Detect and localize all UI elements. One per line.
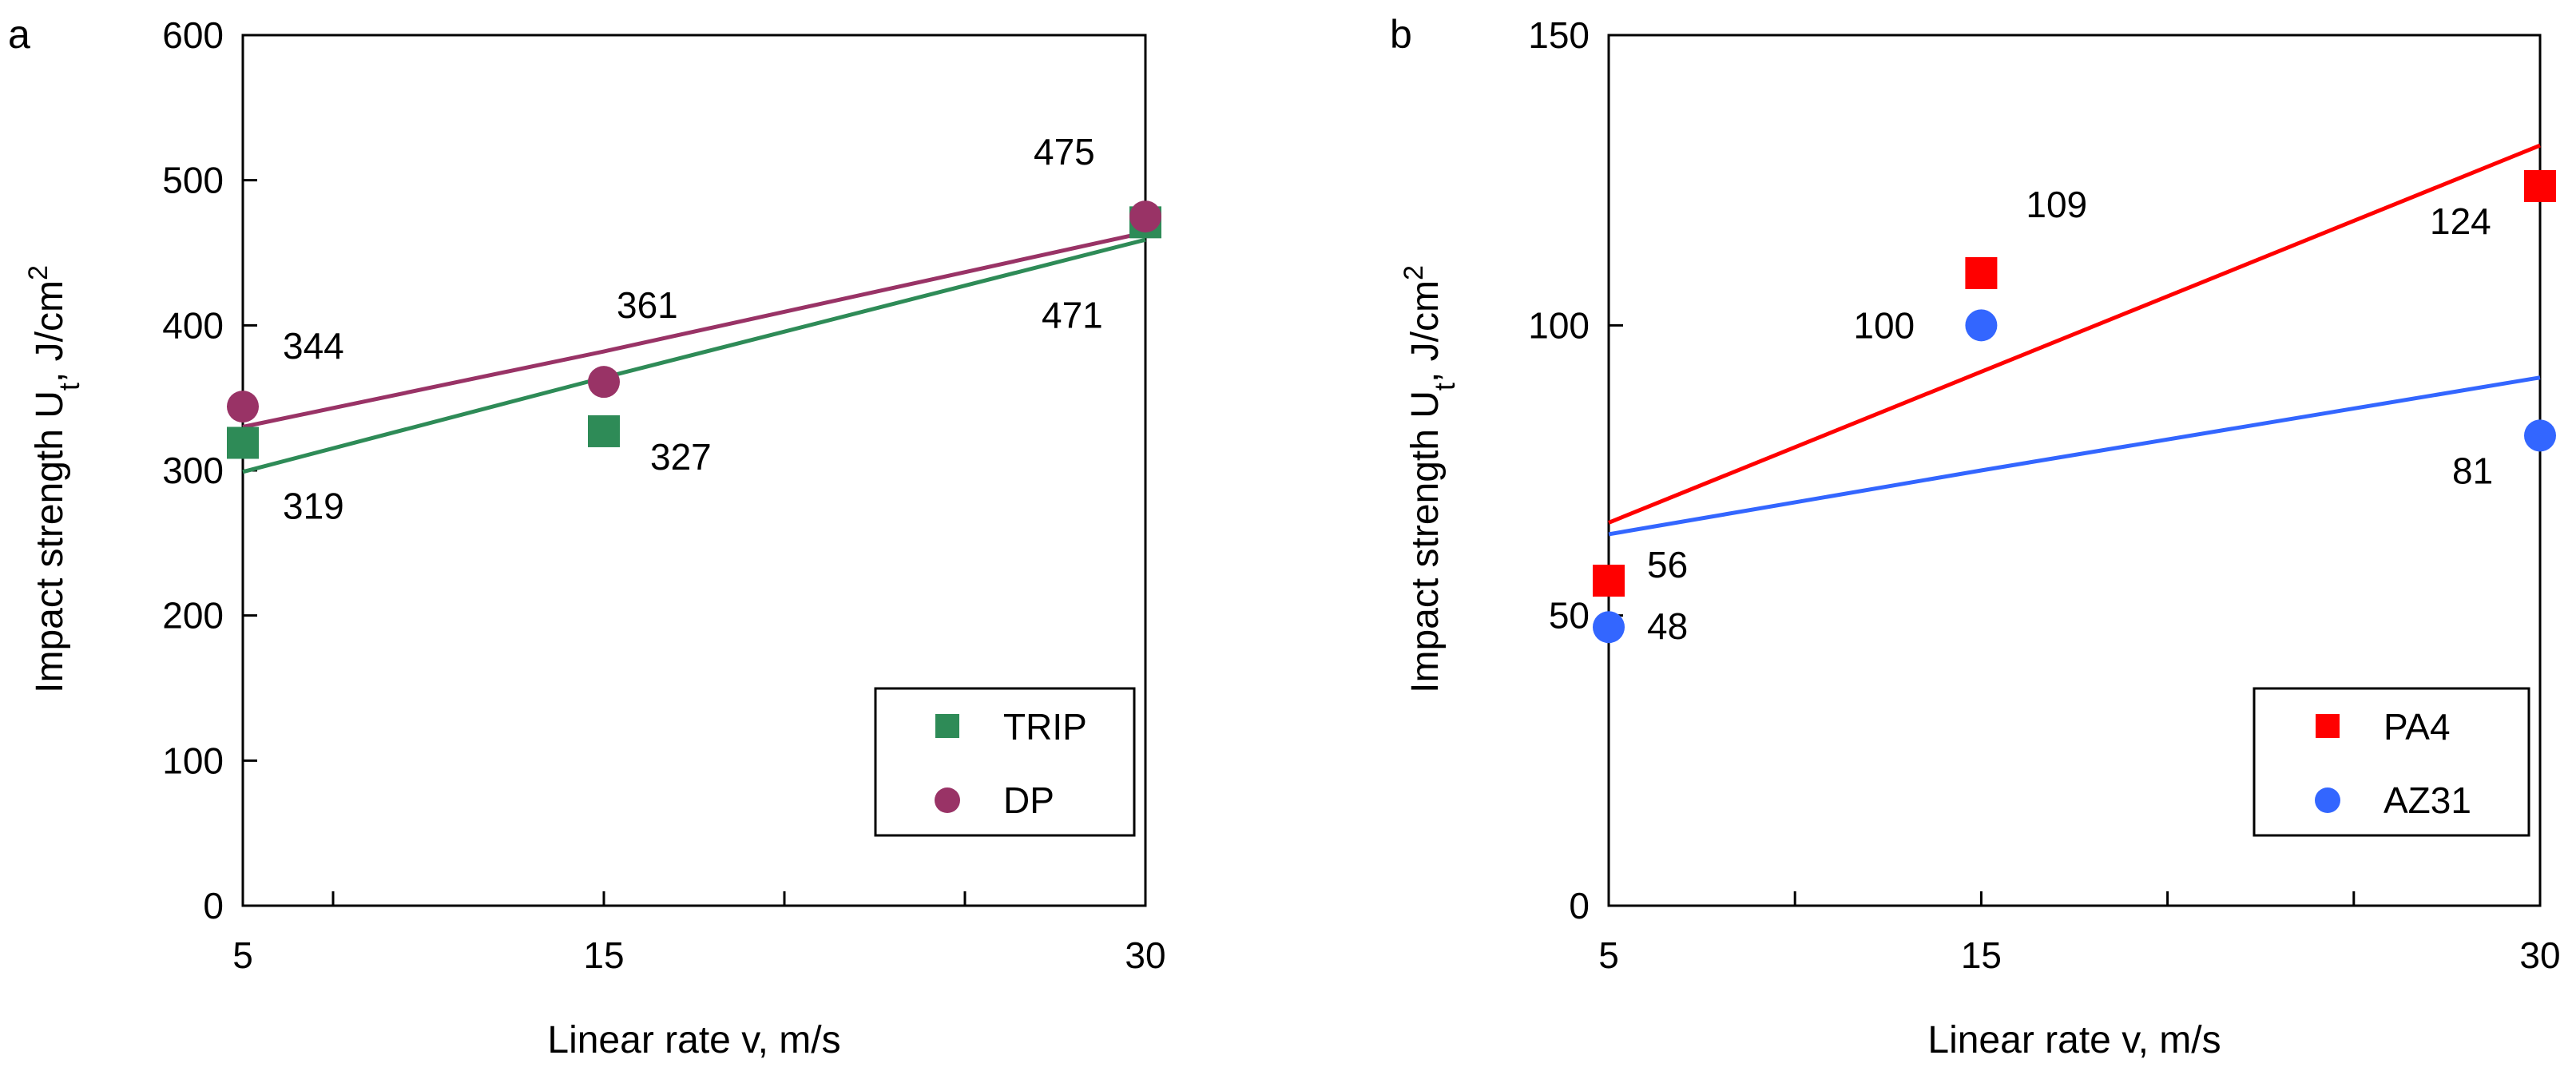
panel-a-legend-box	[874, 687, 1136, 837]
panel-a-y-tick-label: 100	[162, 740, 224, 781]
panel-b-y-tick-label: 0	[1569, 885, 1590, 926]
panel-b-y-tick-label: 50	[1549, 595, 1590, 637]
legend-pa4-label: PA4	[2383, 706, 2451, 748]
panel-a-trip-data-label: 319	[283, 485, 344, 526]
panel-b-az31-point	[1965, 309, 1998, 342]
panel-a-x-tick-label: 15	[583, 934, 624, 976]
panel-a-trip-data-label: 471	[1042, 294, 1103, 335]
panel-b-y-tick-label: 150	[1528, 14, 1590, 56]
panel-a-trip-point	[227, 426, 259, 459]
panel-a-dp-point	[588, 366, 620, 399]
panel-a-x-tick-label: 30	[1125, 934, 1165, 976]
panel-b-pa4-point	[1593, 565, 1625, 597]
panel-b-az31-data-label: 48	[1647, 605, 1688, 647]
panel-b-x-axis-title: Linear rate v, m/s	[1927, 1019, 2221, 1061]
panel-a-y-tick-label: 200	[162, 595, 224, 637]
panel-b-y-tick-label: 100	[1528, 304, 1590, 346]
panel-a-chart: a 0 100 200 300 400 500 600 5 15 30 319 327 471 344 3…	[8, 12, 1166, 1061]
panel-b-az31-point	[2524, 419, 2556, 452]
panel-b-pa4-point	[2524, 169, 2556, 202]
legend-dp-marker	[935, 787, 960, 813]
legend-trip-label: TRIP	[1003, 706, 1087, 748]
panel-a-trip-point	[588, 415, 620, 447]
panel-b-pa4-data-label: 56	[1647, 544, 1688, 585]
panel-b-pa4-trend-line	[1608, 143, 2541, 525]
panel-a-dp-data-label: 344	[283, 325, 344, 367]
panel-a-dp-trend-line	[242, 230, 1146, 429]
legend-trip-marker	[935, 714, 959, 738]
panel-a-trip-data-label: 327	[650, 436, 712, 478]
legend-az31-marker	[2315, 787, 2340, 813]
panel-b-x-tick-label: 15	[1961, 934, 2002, 976]
panel-a-dp-data-label: 361	[617, 284, 678, 326]
panel-b-pa4-point	[1965, 256, 1998, 289]
panel-b-x-tick-label: 5	[1598, 934, 1619, 976]
legend-az31-label: AZ31	[2383, 779, 2471, 821]
panel-b-legend: PA4 AZ31	[2253, 687, 2530, 837]
panel-a-y-tick-label: 0	[203, 885, 224, 926]
panel-b-pa4-data-label: 124	[2430, 200, 2491, 242]
panel-a-x-axis-title: Linear rate v, m/s	[547, 1019, 840, 1061]
panel-a-label: a	[8, 12, 30, 57]
panel-a-y-axis-title: Impact strength Ut, J/cm2	[23, 265, 85, 693]
panel-a-dp-point	[227, 391, 259, 423]
panel-b-az31-data-label: 81	[2452, 450, 2493, 491]
panel-a-y-tick-label: 500	[162, 160, 224, 201]
panel-b-legend-box	[2253, 687, 2530, 837]
panel-b-plot-frame	[1607, 34, 2542, 907]
panel-b-chart: b 0 50 100 150 5 15 30 56 109 124 48 100 81 Linear …	[1390, 12, 2561, 1061]
panel-a-y-tick-label: 600	[162, 14, 224, 56]
panel-a-dp-data-label: 475	[1034, 131, 1095, 173]
panel-a-y-tick-label: 300	[162, 450, 224, 491]
panel-b-pa4-data-label: 109	[2026, 184, 2087, 225]
legend-dp-label: DP	[1003, 779, 1054, 821]
panel-b-az31-trend-line	[1608, 375, 2541, 537]
panel-a-x-tick-label: 5	[232, 934, 253, 976]
panel-a-dp-point	[1129, 200, 1161, 233]
panel-a-y-tick-label: 400	[162, 304, 224, 346]
panel-b-az31-data-label: 100	[1853, 304, 1915, 346]
panel-b-az31-point	[1593, 611, 1625, 644]
panel-a-legend: TRIP DP	[874, 687, 1136, 837]
panel-b-y-axis-title: Impact strength Ut, J/cm2	[1399, 265, 1461, 693]
panel-b-x-tick-label: 30	[2519, 934, 2560, 976]
legend-pa4-marker	[2316, 714, 2340, 738]
panel-b-label: b	[1390, 12, 1412, 57]
